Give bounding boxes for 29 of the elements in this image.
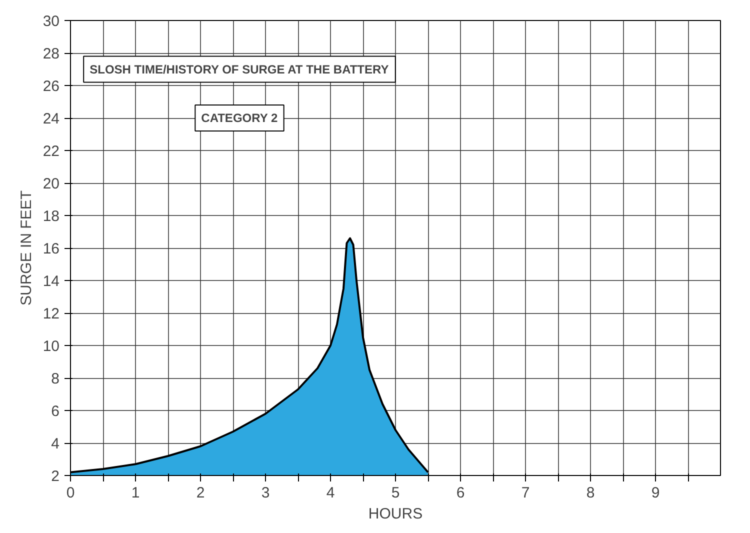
y-tick-label: 4 [51, 436, 60, 452]
y-tick-label: 30 [42, 13, 60, 30]
x-tick-label: 0 [66, 484, 75, 502]
y-tick-label: 8 [51, 370, 60, 388]
y-tick-label: 2 [51, 468, 60, 485]
x-tick-label: 6 [456, 484, 465, 502]
x-axis-title: HOURS [368, 506, 423, 522]
x-tick-label: 7 [521, 484, 530, 502]
x-tick-label: 3 [261, 484, 270, 502]
x-tick-label: 2 [196, 484, 205, 502]
x-tick-label: 4 [326, 484, 335, 502]
y-tick-label: 20 [42, 176, 60, 192]
text: CATEGORY 2 [201, 111, 278, 125]
y-tick-label: 16 [42, 240, 60, 258]
y-tick-label: 18 [42, 208, 60, 225]
y-tick-label: 28 [42, 46, 60, 62]
y-tick-label: 22 [42, 143, 60, 160]
x-tick-label: 1 [131, 484, 140, 502]
x-tick-label: 5 [391, 484, 400, 502]
y-tick-label: 12 [42, 306, 60, 322]
x-tick-label: 9 [651, 484, 660, 502]
y-tick-label: 10 [42, 338, 60, 355]
y-tick-label: 14 [42, 273, 60, 290]
y-tick-label: 24 [42, 110, 60, 128]
text: SLOSH TIME/HISTORY OF SURGE AT THE BATTERY [90, 62, 389, 76]
x-tick-label: 8 [586, 484, 595, 502]
y-tick-label: 26 [42, 78, 60, 95]
y-tick-label: 6 [51, 403, 60, 420]
y-axis-title: SURGE IN FEET [18, 190, 35, 306]
